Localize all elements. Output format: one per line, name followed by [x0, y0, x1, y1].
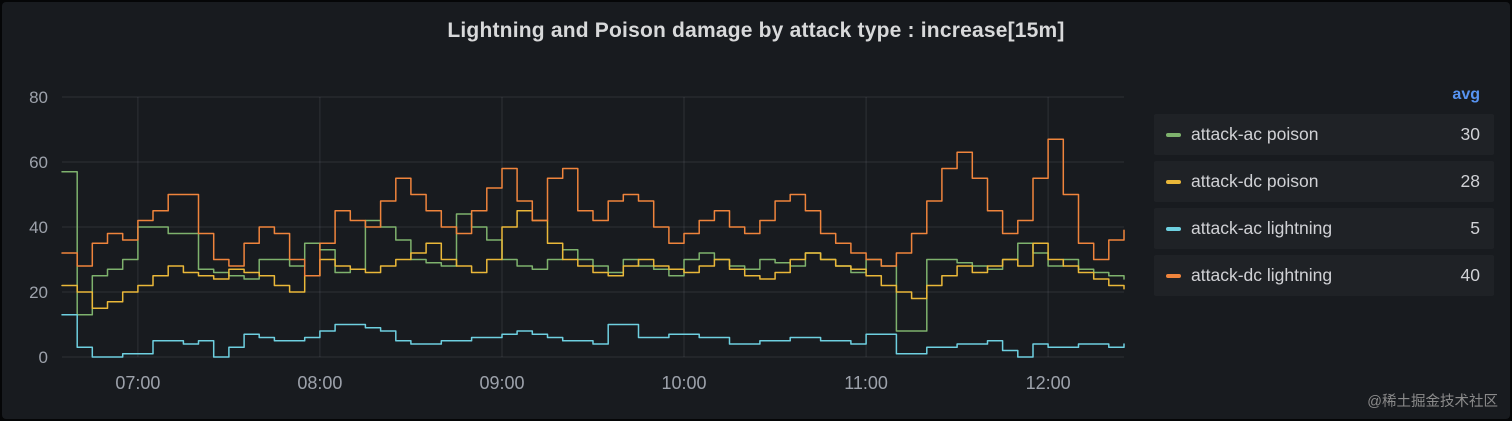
series-color-swatch	[1166, 226, 1181, 231]
panel-title: Lightning and Poison damage by attack ty…	[447, 19, 1065, 42]
svg-text:60: 60	[29, 153, 48, 172]
panel-header: Lightning and Poison damage by attack ty…	[2, 2, 1510, 60]
svg-text:09:00: 09:00	[479, 373, 524, 393]
series-avg-value: 30	[1460, 124, 1480, 144]
panel-body: 0 20 40 60 80 07:00 08:00 09:00 10:00 11:00 12:00 …	[2, 60, 1510, 419]
legend-item-attack-dc-poison[interactable]: attack-dc poison 28	[1154, 161, 1494, 202]
series-label: attack-dc lightning	[1191, 265, 1333, 285]
series-avg-value: 5	[1470, 218, 1480, 238]
svg-text:10:00: 10:00	[661, 373, 706, 393]
legend-avg-header: avg	[1452, 86, 1480, 103]
legend-item-attack-dc-lightning[interactable]: attack-dc lightning 40	[1154, 255, 1494, 296]
svg-text:08:00: 08:00	[297, 373, 342, 393]
series-avg-value: 40	[1460, 265, 1480, 285]
series-label: attack-dc poison	[1191, 171, 1319, 191]
series-color-swatch	[1166, 179, 1181, 184]
svg-text:80: 80	[29, 88, 48, 107]
chart-area[interactable]: 0 20 40 60 80 07:00 08:00 09:00 10:00 11:00 12:00	[2, 60, 1154, 419]
svg-text:12:00: 12:00	[1026, 373, 1071, 393]
time-series-chart[interactable]: 0 20 40 60 80 07:00 08:00 09:00 10:00 11:00 12:00	[2, 60, 1138, 400]
svg-text:40: 40	[29, 218, 48, 237]
svg-text:0: 0	[39, 348, 48, 367]
series-label: attack-ac lightning	[1191, 218, 1333, 238]
svg-text:07:00: 07:00	[115, 373, 160, 393]
svg-text:20: 20	[29, 283, 48, 302]
legend: avg attack-ac poison 30 attack-dc poison…	[1154, 60, 1510, 419]
series-avg-value: 28	[1460, 171, 1480, 191]
legend-item-attack-ac-lightning[interactable]: attack-ac lightning 5	[1154, 208, 1494, 249]
legend-item-attack-ac-poison[interactable]: attack-ac poison 30	[1154, 114, 1494, 155]
series-color-swatch	[1166, 273, 1181, 278]
svg-text:11:00: 11:00	[844, 373, 888, 393]
series-color-swatch	[1166, 132, 1181, 137]
site-watermark: @稀土掘金技术社区	[1367, 394, 1498, 410]
series-label: attack-ac poison	[1191, 124, 1319, 144]
